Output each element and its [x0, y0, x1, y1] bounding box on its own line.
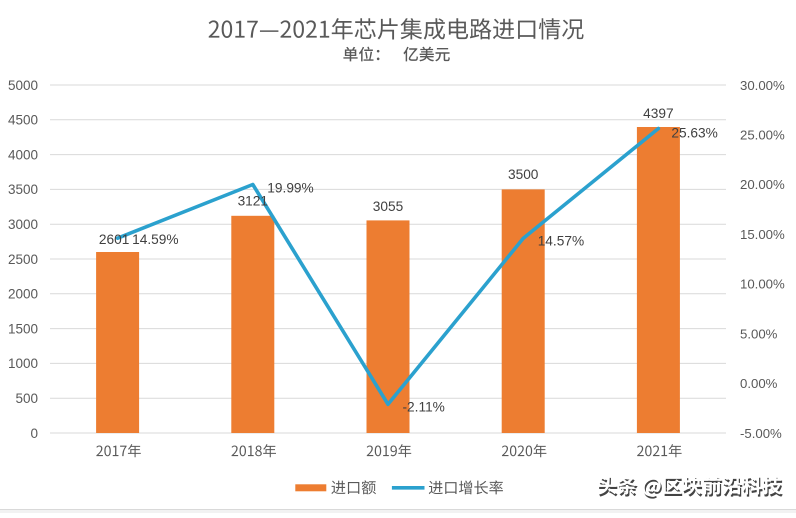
svg-text:3055: 3055	[373, 199, 404, 214]
svg-text:-2.11%: -2.11%	[403, 399, 445, 414]
svg-text:25.63%: 25.63%	[671, 126, 717, 141]
svg-text:20.00%: 20.00%	[740, 177, 785, 192]
svg-text:1500: 1500	[8, 321, 38, 336]
svg-text:4397: 4397	[643, 106, 673, 121]
svg-text:30.00%: 30.00%	[740, 78, 785, 93]
svg-text:-5.00%: -5.00%	[740, 426, 782, 441]
svg-text:15.00%: 15.00%	[740, 227, 785, 242]
svg-text:3500: 3500	[8, 182, 38, 197]
svg-text:2500: 2500	[8, 252, 38, 267]
svg-text:2601: 2601	[99, 232, 129, 247]
svg-text:3121: 3121	[238, 193, 268, 208]
svg-text:3500: 3500	[508, 167, 539, 182]
svg-text:500: 500	[15, 391, 38, 406]
svg-text:0.00%: 0.00%	[740, 376, 778, 391]
svg-text:0: 0	[30, 426, 38, 441]
svg-text:25.00%: 25.00%	[740, 128, 785, 143]
svg-text:14.59%: 14.59%	[132, 232, 178, 247]
svg-text:10.00%: 10.00%	[740, 277, 785, 292]
svg-text:19.99%: 19.99%	[267, 181, 313, 196]
svg-text:1000: 1000	[8, 356, 38, 371]
svg-text:3000: 3000	[8, 217, 38, 232]
svg-text:2000: 2000	[8, 287, 38, 302]
svg-text:5000: 5000	[8, 78, 38, 93]
svg-text:14.57%: 14.57%	[538, 233, 584, 248]
svg-text:4000: 4000	[8, 147, 38, 162]
svg-text:5.00%: 5.00%	[740, 326, 778, 341]
svg-text:4500: 4500	[8, 113, 38, 128]
